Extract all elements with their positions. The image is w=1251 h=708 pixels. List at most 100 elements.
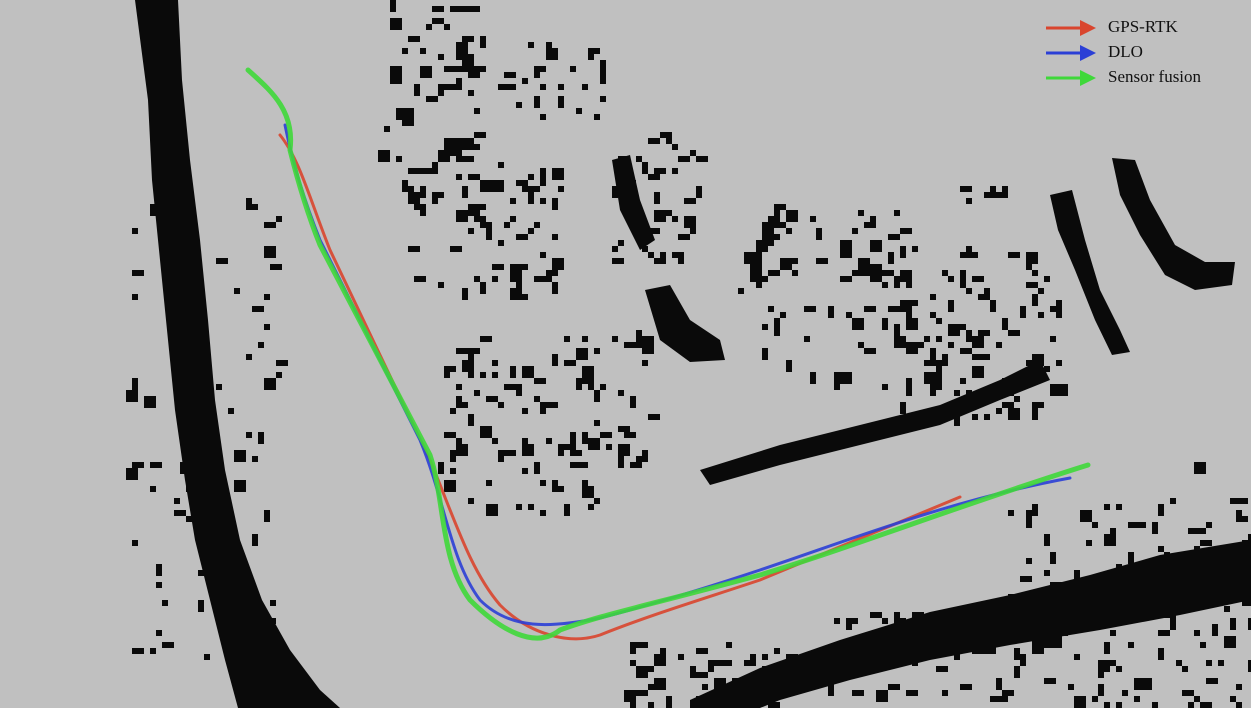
occupied-cell [582, 84, 588, 90]
occupied-cell [912, 624, 918, 630]
occupied-cell [612, 186, 618, 198]
occupied-cell [762, 348, 768, 360]
occupied-cell [582, 366, 594, 378]
occupied-cell [276, 360, 288, 366]
occupied-cell [630, 660, 636, 666]
occupied-cell [870, 612, 876, 618]
occupied-cell [1032, 270, 1038, 276]
occupied-cell [522, 264, 528, 270]
occupied-cell [378, 150, 390, 162]
occupied-cell [558, 96, 564, 108]
occupied-cell [264, 246, 276, 258]
occupied-cell [930, 630, 936, 636]
occupied-cell [960, 684, 972, 690]
occupied-cell [828, 684, 834, 696]
occupied-cell [930, 372, 942, 378]
occupied-cell [660, 168, 666, 174]
occupied-cell [942, 690, 948, 696]
occupied-cell [1230, 696, 1236, 702]
occupied-cell [930, 384, 942, 390]
occupied-cell [792, 270, 798, 276]
occupied-cell [1110, 528, 1116, 534]
occupied-cell [642, 342, 654, 354]
occupied-cell [762, 222, 768, 228]
occupied-cell [198, 534, 210, 546]
occupied-cell [570, 462, 582, 468]
occupied-cell [1008, 618, 1014, 624]
occupied-cell [582, 480, 588, 486]
occupied-cell [900, 270, 912, 282]
occupied-cell [456, 54, 462, 60]
occupied-cell [1026, 282, 1038, 288]
occupied-cell [1032, 606, 1038, 612]
occupied-cell [972, 354, 984, 360]
occupied-cell [600, 384, 606, 390]
occupied-cell [264, 618, 276, 624]
occupied-cell [462, 360, 474, 372]
occupied-cell [636, 156, 642, 162]
occupied-cell [978, 330, 990, 336]
occupied-cell [510, 84, 516, 90]
occupied-cell [522, 438, 528, 444]
occupied-cell [438, 84, 444, 90]
occupied-cell [588, 384, 594, 390]
occupied-cell [438, 150, 450, 162]
occupied-cell [1056, 360, 1062, 366]
occupied-cell [1002, 324, 1008, 330]
occupied-cell [894, 336, 906, 348]
occupied-cell [552, 168, 564, 180]
occupied-cell [156, 564, 162, 576]
occupied-cell [474, 204, 486, 210]
occupied-cell [870, 222, 876, 228]
occupied-cell [456, 384, 462, 390]
occupied-cell [894, 282, 900, 288]
occupied-cell [870, 636, 876, 648]
occupied-cell [438, 282, 444, 288]
occupied-cell [672, 168, 678, 174]
occupied-cell [642, 666, 654, 672]
occupied-cell [420, 186, 426, 198]
occupied-cell [906, 690, 918, 696]
occupied-cell [1236, 702, 1242, 708]
occupied-cell [426, 168, 432, 174]
occupied-cell [1008, 402, 1014, 408]
occupied-cell [942, 612, 954, 624]
occupied-cell [1008, 384, 1014, 396]
occupied-cell [270, 222, 276, 228]
occupied-cell [738, 690, 744, 696]
occupied-cell [984, 192, 990, 198]
occupied-cell [462, 36, 468, 42]
occupied-cell [624, 432, 636, 438]
occupied-cell [1056, 300, 1062, 306]
occupied-cell [702, 684, 708, 690]
occupied-cell [504, 222, 510, 228]
occupied-cell [1224, 606, 1230, 612]
occupied-cell [666, 132, 672, 144]
occupied-cell [588, 54, 594, 60]
occupied-cell [990, 696, 996, 702]
occupied-cell [540, 408, 546, 414]
occupied-cell [276, 216, 282, 222]
occupied-cell [462, 144, 468, 150]
occupied-cell [1242, 546, 1248, 552]
occupied-cell [1242, 516, 1248, 522]
occupied-cell [882, 384, 888, 390]
occupied-cell [180, 462, 186, 474]
occupied-cell [864, 222, 870, 228]
occupied-cell [906, 378, 912, 390]
occupied-cell [894, 210, 900, 216]
occupied-cell [510, 216, 516, 222]
occupied-cell [480, 372, 486, 378]
occupied-cell [852, 690, 864, 696]
occupied-cell [510, 198, 516, 204]
occupied-cell [936, 378, 942, 384]
occupied-cell [444, 432, 456, 438]
occupied-cell [1128, 552, 1134, 564]
occupied-cell [876, 612, 882, 618]
occupied-cell [894, 654, 900, 660]
occupied-cell [1104, 648, 1110, 654]
occupied-cell [1050, 552, 1056, 564]
occupied-cell [678, 654, 684, 660]
occupied-cell [996, 678, 1002, 690]
occupied-cell [876, 654, 882, 660]
